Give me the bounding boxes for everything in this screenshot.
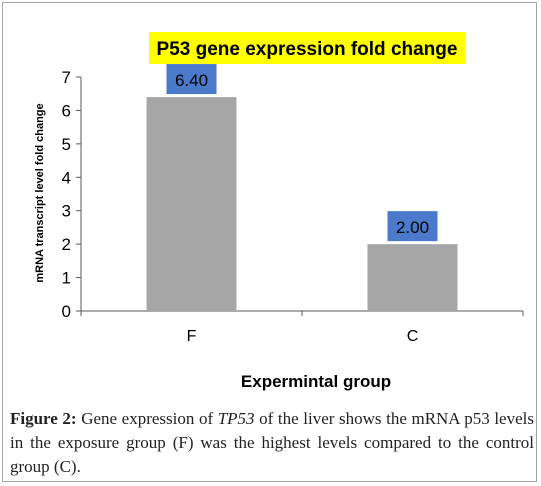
caption-label: Figure 2: (10, 409, 77, 428)
chart-title-background (149, 32, 465, 64)
x-tick-label: C (407, 328, 419, 345)
y-tick-label: 5 (62, 135, 71, 154)
bar-C (367, 244, 458, 311)
x-axis-label: Expermintal group (241, 372, 391, 391)
chart-title: P53 gene expression fold change (157, 39, 458, 60)
caption-gene-name: TP53 (217, 409, 255, 428)
y-axis-label: mRNA transcript level fold change (34, 103, 46, 282)
data-label-background (166, 64, 217, 95)
figure-frame: P53 gene expression fold change mRNA tra… (2, 2, 537, 482)
caption-text-post: of the liver shows the mRNA p53 levels i… (10, 409, 534, 476)
y-tick-label: 6 (62, 101, 71, 120)
data-label-background (387, 211, 438, 242)
x-tick-label: F (187, 328, 197, 345)
y-tick-label: 0 (62, 302, 71, 321)
data-label: 6.40 (175, 71, 208, 90)
bar-F (146, 97, 237, 311)
y-tick-label: 7 (62, 68, 71, 87)
figure-caption: Figure 2: Gene expression of TP53 of the… (10, 407, 534, 479)
y-tick-label: 3 (62, 202, 71, 221)
y-tick-label: 2 (62, 235, 71, 254)
data-label: 2.00 (396, 218, 429, 237)
bar-chart: P53 gene expression fold change mRNA tra… (34, 32, 524, 391)
y-tick-label: 1 (62, 269, 71, 288)
plot-area: 0 1 2 3 4 5 6 7 F 6.40 C 2.00 (62, 64, 524, 345)
y-tick-label: 4 (62, 168, 71, 187)
caption-text-pre: Gene expression of (76, 409, 218, 428)
